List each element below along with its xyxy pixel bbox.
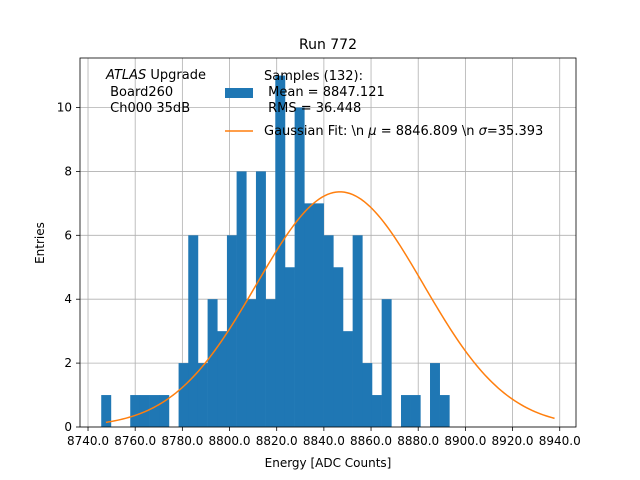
histogram-bar	[207, 299, 218, 427]
histogram-bar	[410, 395, 421, 427]
histogram-bar	[430, 363, 440, 427]
legend-samples-line3: RMS = 36.448	[264, 101, 361, 116]
legend-samples-swatch	[225, 88, 253, 98]
histogram-bar	[246, 299, 257, 427]
histogram-bar	[362, 363, 373, 427]
histogram-bar	[178, 363, 189, 427]
x-tick-label: 8800.0	[209, 434, 251, 448]
x-tick-label: 8940.0	[539, 434, 581, 448]
histogram-bar	[304, 203, 315, 427]
x-tick-label: 8760.0	[114, 434, 156, 448]
x-tick-label: 8860.0	[350, 434, 392, 448]
histogram-bar	[101, 395, 112, 427]
y-axis-label: Entries	[33, 222, 47, 264]
y-tick-label: 10	[57, 101, 72, 115]
histogram-bar	[217, 331, 228, 427]
x-tick-label: 8840.0	[303, 434, 345, 448]
histogram-bar	[371, 395, 382, 427]
histogram-bar	[275, 75, 286, 428]
atlas-annotation: ATLAS Upgrade Board260 Ch000 35dB	[105, 68, 206, 116]
plot-frame	[79, 57, 577, 428]
histogram-bar	[197, 363, 208, 427]
x-tick-label: 8880.0	[397, 434, 439, 448]
y-tick-label: 0	[64, 420, 72, 434]
histogram-bar	[323, 235, 334, 427]
histogram-bar	[265, 299, 276, 427]
histogram-bar	[439, 395, 450, 427]
atlas-upgrade-text: Upgrade	[146, 68, 206, 83]
y-tick-label: 2	[64, 356, 72, 370]
legend-fit-label: Gaussian Fit: \n μ = 8846.809 \n σ=35.39…	[264, 124, 543, 139]
histogram-bar	[130, 395, 141, 427]
histogram-bar	[333, 267, 344, 427]
histogram-bars	[101, 75, 450, 428]
histogram-bar	[342, 331, 353, 427]
histogram-bar	[188, 235, 199, 427]
x-axis-label: Energy [ADC Counts]	[265, 456, 392, 470]
histogram-bar	[149, 395, 160, 427]
x-tick-label: 8820.0	[256, 434, 298, 448]
atlas-board-text: Board260	[106, 85, 173, 100]
legend: Samples (132): Mean = 8847.121 RMS = 36.…	[225, 69, 543, 139]
histogram-bar	[284, 267, 295, 427]
histogram-bar	[313, 203, 324, 427]
x-tick-label: 8780.0	[161, 434, 203, 448]
legend-samples-line1: Samples (132):	[264, 69, 363, 84]
x-tick-label: 8920.0	[492, 434, 534, 448]
histogram-bar	[400, 395, 411, 427]
histogram-bar	[236, 171, 247, 427]
x-tick-label: 8900.0	[444, 434, 486, 448]
histogram-bar	[159, 395, 170, 427]
histogram-bar	[381, 299, 392, 427]
legend-samples-line2: Mean = 8847.121	[264, 85, 385, 100]
chart-title: Run 772	[299, 37, 357, 53]
atlas-channel-text: Ch000 35dB	[106, 101, 190, 116]
gaussian-fit-line	[105, 191, 555, 424]
y-axis-ticks: 0 2 4 6 8 10	[57, 101, 80, 434]
x-tick-label: 8740.0	[67, 434, 109, 448]
y-tick-label: 4	[64, 292, 72, 306]
x-axis-ticks: 8740.0 8760.0 8780.0 8800.0 8820.0 8840.0 8860…	[67, 427, 581, 448]
atlas-italic-text: ATLAS	[105, 68, 146, 83]
histogram-bar	[352, 235, 363, 427]
histogram-bar	[294, 107, 305, 428]
y-tick-label: 6	[64, 228, 72, 242]
histogram-bar	[226, 235, 237, 427]
svg-text:ATLAS Upgrade: ATLAS Upgrade	[105, 68, 206, 83]
y-tick-label: 8	[64, 164, 72, 178]
histogram-bar	[255, 171, 266, 427]
